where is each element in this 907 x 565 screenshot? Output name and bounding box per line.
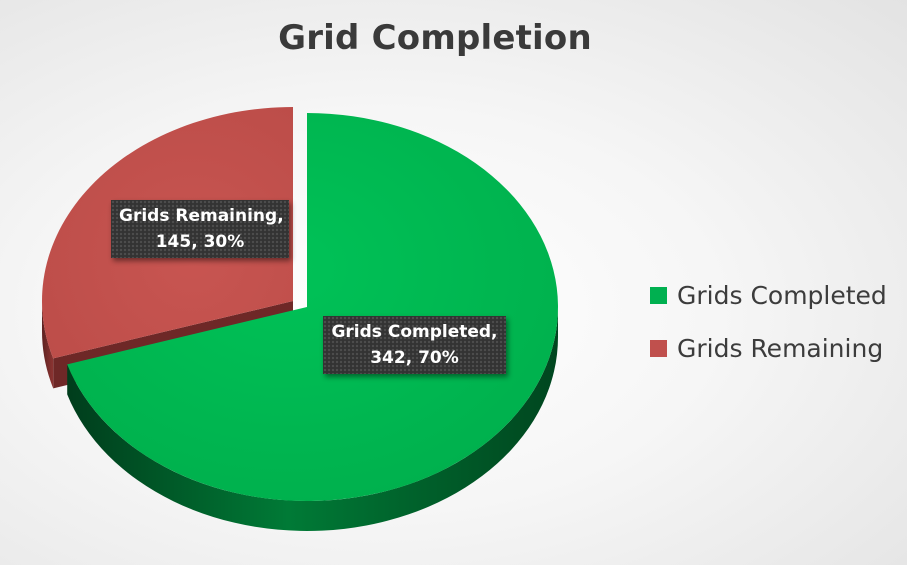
data-label-line: Grids Remaining,: [119, 206, 284, 226]
data-label-line: Grids Completed,: [331, 322, 498, 342]
chart-title: Grid Completion: [278, 18, 592, 58]
legend-item-grids-completed: Grids Completed: [650, 281, 887, 310]
pie-slice-side-grids-remaining: [42, 301, 54, 389]
pie-slice-grids-completed: [67, 113, 558, 501]
legend-item-grids-remaining: Grids Remaining: [650, 334, 887, 363]
legend-swatch-green: [650, 287, 667, 304]
chart-legend: Grids Completed Grids Remaining: [650, 281, 887, 388]
legend-label: Grids Completed: [677, 281, 887, 310]
data-label-grids-completed: Grids Completed, 342, 70%: [323, 316, 506, 374]
pie-slice-side-grids-completed: [67, 307, 558, 531]
legend-swatch-red: [650, 340, 667, 357]
legend-label: Grids Remaining: [677, 334, 884, 363]
data-label-line: 342, 70%: [370, 348, 459, 368]
data-label-line: 145, 30%: [155, 232, 245, 252]
data-label-grids-remaining: Grids Remaining, 145, 30%: [111, 200, 289, 258]
